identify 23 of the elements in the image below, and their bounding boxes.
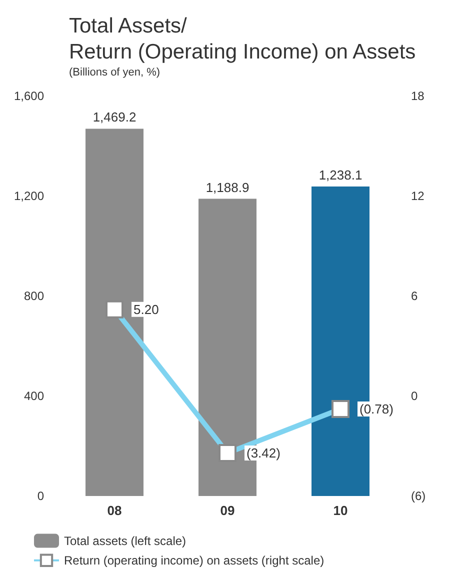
chart-title: Total Assets/ Return (Operating Income) on Assets xyxy=(69,14,416,64)
y-tick-label: 0 xyxy=(37,489,44,503)
x-tick-label: 09 xyxy=(220,503,235,518)
y2-tick-label: 6 xyxy=(411,289,418,303)
data-label: 1,238.1 xyxy=(318,167,362,182)
y2-tick-label: 18 xyxy=(411,89,425,103)
y2-tick-label: 12 xyxy=(411,189,425,203)
x-tick-label: 10 xyxy=(333,503,348,518)
y-tick-label: 1,600 xyxy=(14,89,44,103)
y-tick-label: 1,200 xyxy=(14,189,44,203)
data-label: 1,469.2 xyxy=(92,110,136,125)
y-tick-label: 400 xyxy=(24,389,44,403)
chart-subtitle: (Billions of yen, %) xyxy=(69,66,160,78)
data-label: (3.42) xyxy=(246,446,280,460)
data-label: 5.20 xyxy=(134,302,159,317)
x-tick-label: 08 xyxy=(107,503,122,518)
legend-label: Total assets (left scale) xyxy=(64,534,186,548)
y2-tick-label: 0 xyxy=(411,389,418,403)
y2-tick-label: (6) xyxy=(411,489,426,503)
data-label: 1,188.9 xyxy=(206,180,250,195)
y-tick-label: 800 xyxy=(24,289,44,303)
legend-label: Return (operating income) on assets (right scale) xyxy=(64,553,324,568)
data-label: (0.78) xyxy=(360,402,394,416)
